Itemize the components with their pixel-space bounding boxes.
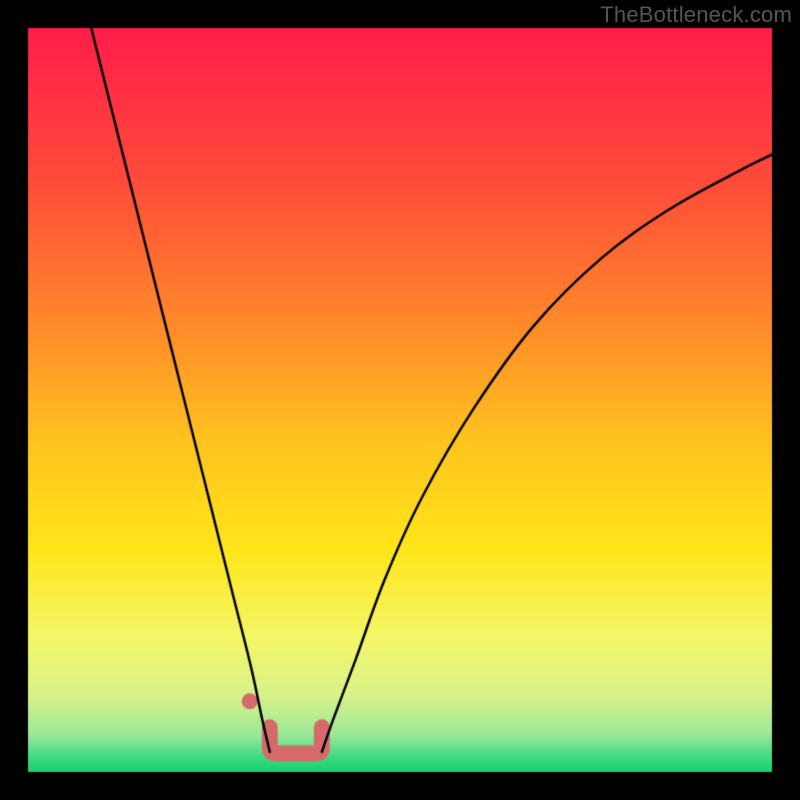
chart-stage: TheBottleneck.com (0, 0, 800, 800)
watermark-text: TheBottleneck.com (600, 2, 792, 28)
bottleneck-curve-layer (0, 0, 800, 800)
